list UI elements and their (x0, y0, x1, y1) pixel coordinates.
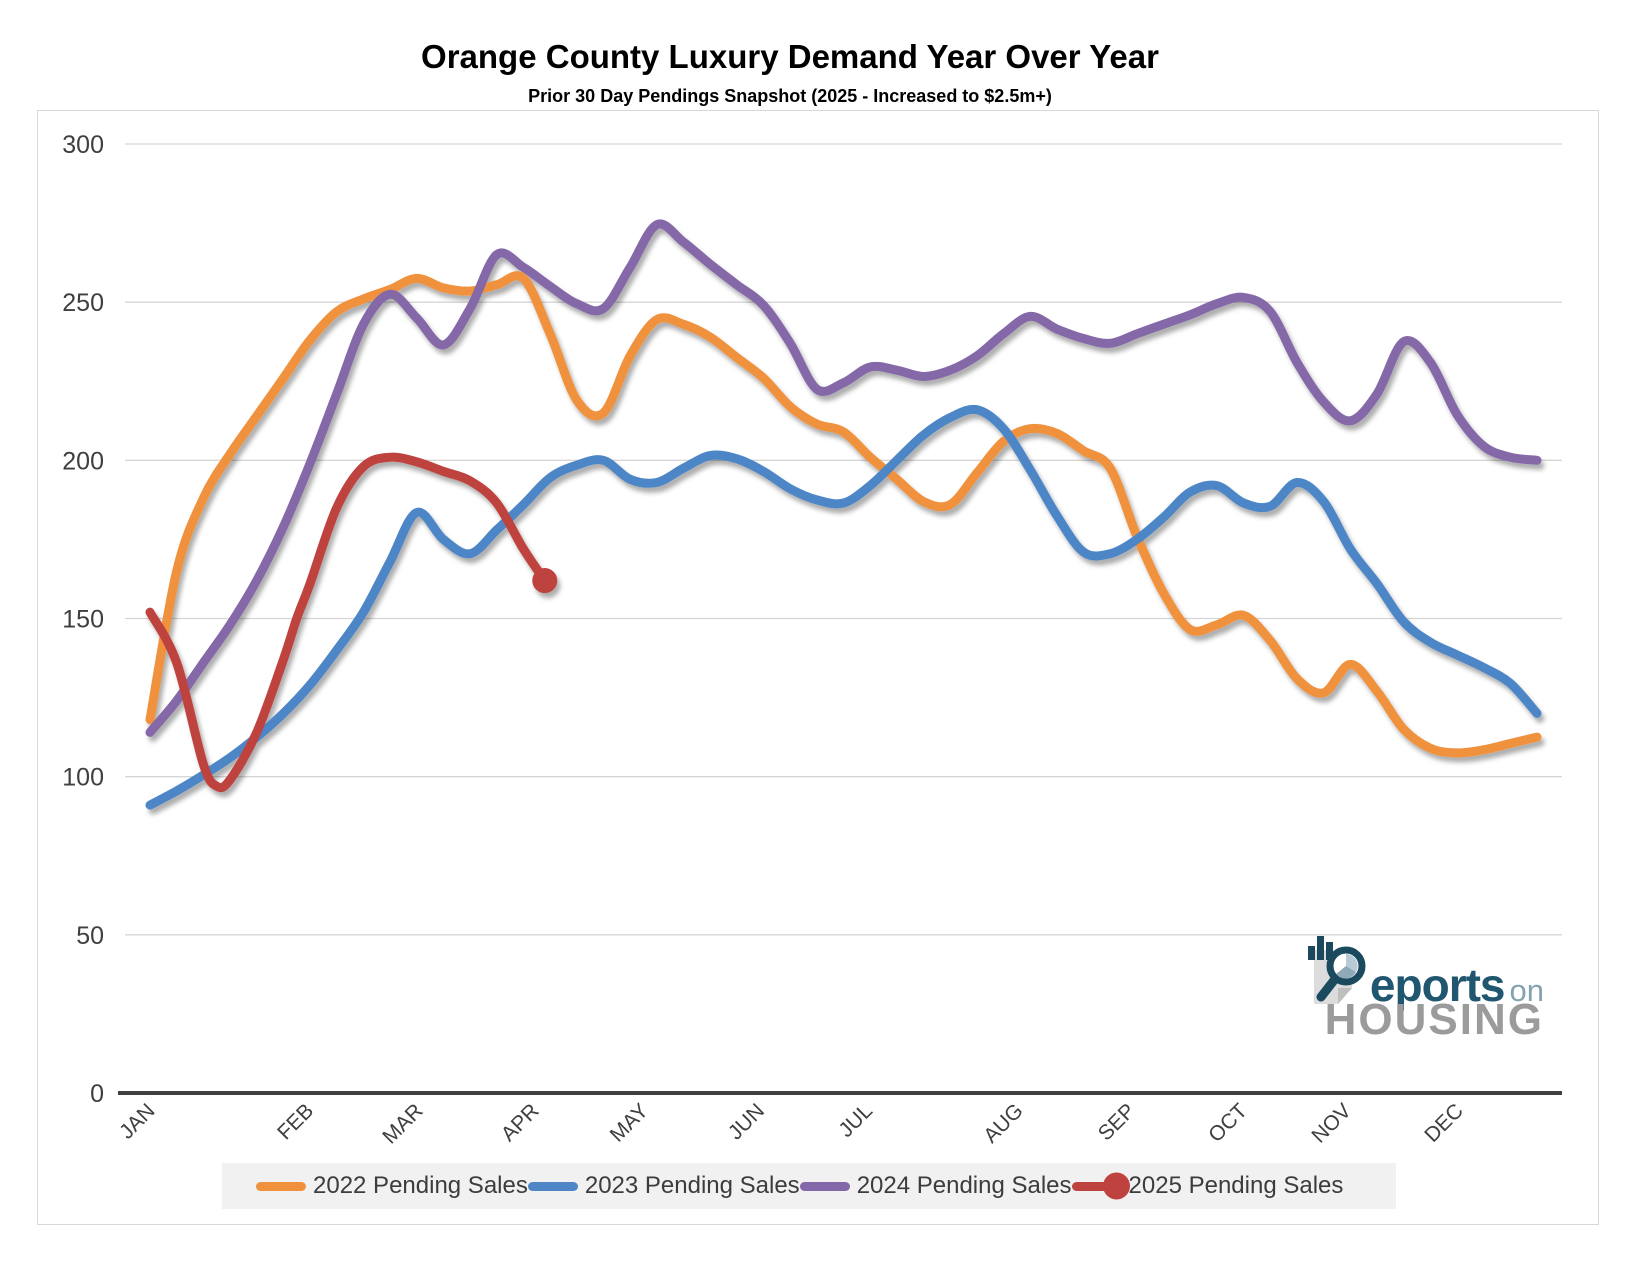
y-axis-label: 0 (90, 1080, 104, 1108)
legend-label: 2022 Pending Sales (313, 1172, 528, 1199)
logo-top-row: eports on (1242, 936, 1544, 1011)
x-axis-label-JUL: JUL (834, 1099, 877, 1142)
svg-text:APR: APR (497, 1099, 544, 1146)
legend-label: 2025 Pending Sales (1128, 1172, 1344, 1199)
svg-text:DEC: DEC (1420, 1099, 1468, 1147)
x-axis-label-JAN: JAN (115, 1099, 159, 1143)
chart-frame (37, 110, 1599, 1225)
logo-word-on: on (1509, 973, 1544, 1009)
series-group (145, 219, 1542, 810)
legend-swatch (256, 1181, 306, 1191)
legend-item-2022: 2022 Pending Sales (256, 1172, 528, 1200)
svg-text:NOV: NOV (1307, 1099, 1355, 1147)
svg-text:FEB: FEB (273, 1099, 318, 1144)
y-axis-label: 300 (62, 131, 104, 159)
y-axis-label: 150 (62, 606, 104, 634)
x-axis-label-AUG: AUG (979, 1099, 1027, 1147)
svg-text:JUN: JUN (724, 1099, 769, 1144)
series-line-2023 (145, 404, 1542, 810)
legend-label: 2024 Pending Sales (856, 1172, 1072, 1199)
legend-swatch (799, 1181, 850, 1191)
x-axis-label-NOV: NOV (1307, 1099, 1355, 1147)
svg-text:MAY: MAY (606, 1099, 653, 1146)
y-axis-label: 50 (76, 922, 104, 950)
series-line-2022 (145, 271, 1542, 758)
x-axis-label-DEC: DEC (1420, 1099, 1468, 1147)
legend-item-2025: 2025 Pending Sales (1071, 1172, 1344, 1200)
legend-swatch (527, 1181, 578, 1191)
legend-marker-dot (1102, 1172, 1130, 1200)
svg-text:AUG: AUG (979, 1099, 1027, 1147)
reports-on-housing-logo: eports on HOUSING (1242, 936, 1544, 1044)
x-axis-label-OCT: OCT (1204, 1099, 1252, 1147)
chart-title: Orange County Luxury Demand Year Over Ye… (421, 38, 1159, 75)
svg-text:JUL: JUL (834, 1099, 877, 1142)
x-axis-label-MAY: MAY (606, 1099, 653, 1146)
svg-text:MAR: MAR (378, 1099, 427, 1148)
x-axis-label-APR: APR (497, 1099, 544, 1146)
x-axis-label-MAR: MAR (378, 1099, 427, 1148)
chart-subtitle: Prior 30 Day Pendings Snapshot (2025 - I… (528, 86, 1052, 106)
svg-text:SEP: SEP (1094, 1099, 1140, 1145)
y-axis-label: 100 (62, 764, 104, 792)
x-axis-label-JUN: JUN (724, 1099, 769, 1144)
x-axis-label-SEP: SEP (1094, 1099, 1140, 1145)
series-line-2025 (145, 452, 550, 793)
logo-r-magnifier-icon (1307, 936, 1366, 1004)
y-axis-label: 250 (62, 289, 104, 317)
logo-word-reports: eports (1369, 959, 1506, 1011)
legend-item-2023: 2023 Pending Sales (527, 1172, 800, 1200)
legend-swatch (1071, 1172, 1130, 1200)
x-axis-label-FEB: FEB (273, 1099, 318, 1144)
svg-text:OCT: OCT (1204, 1099, 1252, 1147)
series-line-2024 (145, 219, 1542, 737)
y-axis-label: 200 (62, 447, 104, 475)
svg-text:JAN: JAN (115, 1099, 159, 1143)
legend-item-2024: 2024 Pending Sales (799, 1172, 1072, 1200)
logo-word-housing: HOUSING (1324, 995, 1544, 1044)
series-end-marker-2025 (532, 568, 558, 594)
legend-label: 2023 Pending Sales (584, 1172, 800, 1199)
legend: 2022 Pending Sales 2023 Pending Sales 2024… (222, 1163, 1396, 1209)
